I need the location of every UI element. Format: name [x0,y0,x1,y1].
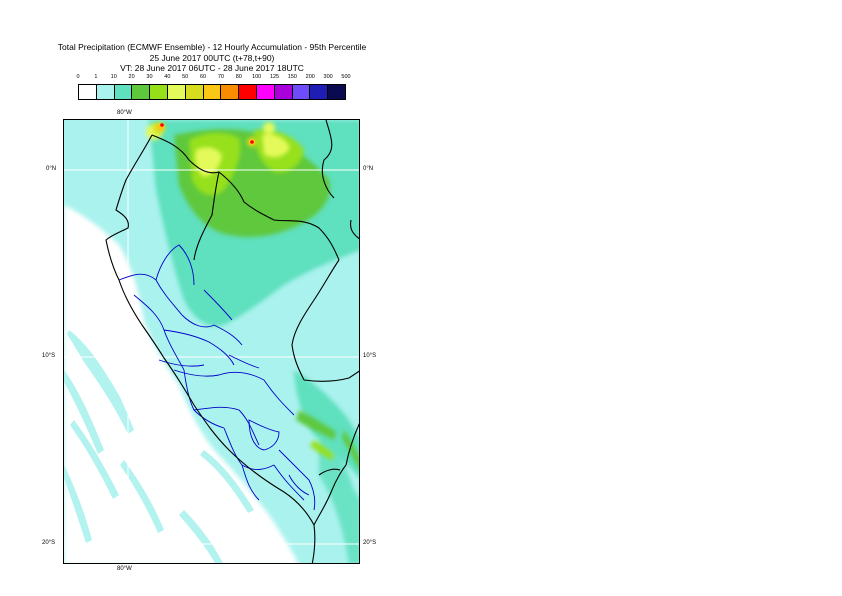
precip-field-80-100 [160,123,254,144]
legend-swatch [150,85,168,99]
precip-field-ocean-streaks [64,180,254,563]
title-line-base-time: 25 June 2017 00UTC (t+78,t+90) [149,52,275,63]
legend-swatch [96,85,115,99]
precip-field-dry [64,205,298,563]
country-borders [105,120,359,563]
legend-swatch [328,85,345,99]
legend-label: 300 [323,74,333,80]
lon-label-bottom: 80°W [117,566,132,572]
legend-swatch [203,85,222,99]
precip-field-40-50 [146,122,290,177]
lat-label-left-10: 10°S [42,353,56,359]
legend-label: 200 [305,74,315,80]
lat-label-left-0: 0°N [46,166,57,172]
legend-swatch [256,85,275,99]
legend-swatch [185,85,204,99]
title-line-valid-time: VT: 28 June 2017 06UTC - 28 June 2017 18… [120,63,304,73]
legend-label: 50 [182,74,189,80]
precipitation-map [63,119,360,564]
legend-label: 500 [341,74,351,80]
legend-label: 10 [110,74,117,80]
legend-label: 100 [252,74,262,80]
legend-bar [78,84,346,100]
legend-label: 1 [94,74,98,80]
legend-swatch [274,85,293,99]
legend-swatch [221,85,240,99]
map-title: Total Precipitation (ECMWF Ensemble) - 1… [0,42,424,74]
legend-swatch [310,85,329,99]
region-borders [118,244,316,511]
gridlines [64,120,359,563]
legend-label: 150 [287,74,297,80]
legend-label: 40 [164,74,171,80]
legend-swatch [239,85,257,99]
legend-swatch [132,85,151,99]
legend-swatch [79,85,97,99]
lat-label-right-10: 10°S [363,353,377,359]
title-line-product: Total Precipitation (ECMWF Ensemble) - 1… [57,42,367,52]
legend-swatch [167,85,186,99]
legend-swatch [292,85,311,99]
legend-label: 125 [269,74,280,80]
legend-label: 30 [146,74,153,80]
legend-labels: 0 1 10 20 30 40 50 60 70 80 100 125 150 200 300 500 [76,74,350,84]
lat-label-right-20: 20°S [363,540,377,546]
legend-label: 70 [217,74,224,80]
color-legend: 0 1 10 20 30 40 50 60 70 80 100 125 150 200 300 500 [76,74,351,104]
legend-swatch [114,85,133,99]
legend-label: 80 [235,74,242,80]
legend-label: 0 [76,74,80,80]
lat-label-left-20: 20°S [42,540,56,546]
legend-label: 20 [128,74,135,80]
lon-label-top: 80°W [117,110,132,116]
legend-label: 60 [200,74,207,80]
lat-label-right-0: 0°N [363,166,374,172]
map-canvas [64,120,359,563]
